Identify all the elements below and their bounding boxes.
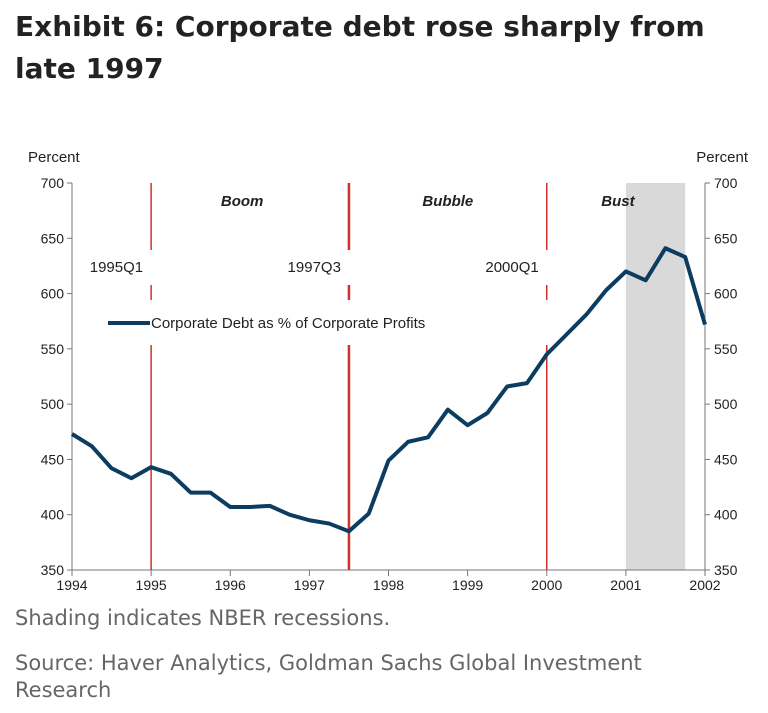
x-tick-label: 1995: [136, 577, 167, 593]
x-tick-label: 2000: [531, 577, 562, 593]
y-tick-label-left: 500: [41, 396, 65, 412]
phase-label: Boom: [221, 193, 264, 210]
x-tick-label: 2002: [689, 577, 720, 593]
y-tick-label-left: 700: [41, 175, 65, 191]
line-chart: 350 350 400 400 450 450 500 500 550 550 600 600 650 6…: [28, 149, 749, 593]
y-tick-label-left: 450: [41, 451, 65, 467]
y-tick-label-left: 550: [41, 341, 65, 357]
page-title: Exhibit 6: Corporate debt rose sharply f…: [15, 10, 705, 85]
y-tick-label-right: 650: [714, 230, 738, 246]
y-tick-label-right: 700: [714, 175, 738, 191]
x-tick-label: 1998: [373, 577, 404, 593]
legend-label: Corporate Debt as % of Corporate Profits: [151, 315, 425, 332]
y-tick-label-left: 600: [41, 286, 65, 302]
event-marker-label: 2000Q1: [485, 259, 538, 276]
y-tick-label-right: 400: [714, 507, 738, 523]
y-tick-label-right: 450: [714, 451, 738, 467]
shading-note: Shading indicates NBER recessions.: [15, 606, 391, 630]
y-axis-label-left: Percent: [28, 149, 81, 166]
event-marker-label: 1995Q1: [90, 259, 143, 276]
y-tick-label-left: 400: [41, 507, 65, 523]
event-marker-label: 1997Q3: [288, 259, 341, 276]
phase-label: Bubble: [422, 193, 473, 210]
y-tick-label-right: 350: [714, 562, 738, 578]
series-line: [70, 246, 707, 534]
y-axis-label-right: Percent: [696, 149, 749, 166]
y-tick-label-right: 600: [714, 286, 738, 302]
y-tick-label-left: 350: [41, 562, 65, 578]
x-tick-label: 1994: [56, 577, 87, 593]
phase-label: Bust: [601, 193, 635, 210]
y-tick-label-right: 500: [714, 396, 738, 412]
x-tick-label: 1997: [294, 577, 325, 593]
recession-shading: [625, 183, 686, 570]
y-tick-label-right: 550: [714, 341, 738, 357]
x-tick-label: 1996: [215, 577, 246, 593]
y-tick-label-left: 650: [41, 230, 65, 246]
x-tick-label: 2001: [610, 577, 641, 593]
source-note: Source: Haver Analytics, Goldman Sachs G…: [15, 651, 642, 702]
x-tick-label: 1999: [452, 577, 483, 593]
